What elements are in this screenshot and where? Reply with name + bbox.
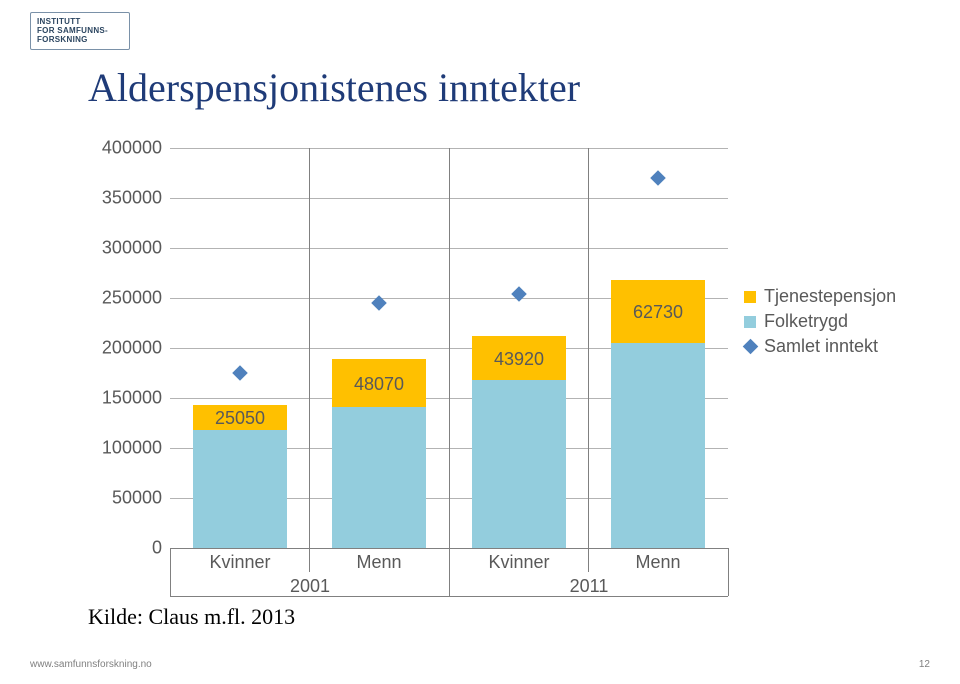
page-title: Alderspensjonistenes inntekter bbox=[88, 64, 580, 111]
y-tick: 200000 bbox=[102, 338, 162, 359]
source-text: Kilde: Claus m.fl. 2013 bbox=[88, 604, 295, 630]
bar-label: 43920 bbox=[472, 349, 566, 370]
legend-swatch bbox=[744, 291, 756, 303]
y-tick: 400000 bbox=[102, 138, 162, 159]
y-tick: 100000 bbox=[102, 438, 162, 459]
marker-samlet bbox=[232, 365, 248, 381]
group-divider bbox=[449, 148, 450, 596]
y-tick: 250000 bbox=[102, 288, 162, 309]
logo-line3: FORSKNING bbox=[37, 35, 123, 44]
legend: Tjenestepensjon Folketrygd Samlet inntek… bbox=[744, 286, 896, 361]
x-category: Menn bbox=[309, 552, 449, 573]
marker-samlet bbox=[511, 286, 527, 302]
legend-label: Samlet inntekt bbox=[764, 336, 878, 357]
legend-label: Folketrygd bbox=[764, 311, 848, 332]
x-group: 2011 bbox=[449, 576, 729, 597]
chart: 0 50000 100000 150000 200000 250000 3000… bbox=[88, 148, 728, 588]
legend-label: Tjenestepensjon bbox=[764, 286, 896, 307]
category-divider bbox=[309, 148, 310, 572]
seg-folketrygd bbox=[193, 430, 287, 548]
y-tick: 50000 bbox=[112, 488, 162, 509]
footer-page-number: 12 bbox=[919, 659, 930, 670]
x-frame bbox=[170, 548, 171, 596]
footer-url: www.samfunnsforskning.no bbox=[30, 659, 152, 670]
legend-marker-icon bbox=[743, 339, 759, 355]
legend-item-tjenestepensjon: Tjenestepensjon bbox=[744, 286, 896, 307]
category-divider bbox=[588, 148, 589, 572]
y-tick: 300000 bbox=[102, 238, 162, 259]
logo-line2: FOR SAMFUNNS- bbox=[37, 26, 123, 35]
x-category: Kvinner bbox=[170, 552, 310, 573]
slide: INSTITUTT FOR SAMFUNNS- FORSKNING Alders… bbox=[0, 0, 960, 684]
legend-item-samlet: Samlet inntekt bbox=[744, 336, 896, 357]
y-tick: 150000 bbox=[102, 388, 162, 409]
x-category: Menn bbox=[588, 552, 728, 573]
bar-label: 25050 bbox=[193, 408, 287, 429]
marker-samlet bbox=[650, 170, 666, 186]
bar-label: 48070 bbox=[332, 374, 426, 395]
x-frame bbox=[728, 548, 729, 596]
plot-area: 25050 48070 43920 62730 bbox=[170, 148, 728, 548]
y-tick: 0 bbox=[152, 538, 162, 559]
bar-label: 62730 bbox=[611, 302, 705, 323]
y-tick: 350000 bbox=[102, 188, 162, 209]
x-group: 2001 bbox=[170, 576, 450, 597]
x-frame bbox=[170, 596, 728, 597]
x-category: Kvinner bbox=[449, 552, 589, 573]
seg-folketrygd bbox=[332, 407, 426, 548]
legend-swatch bbox=[744, 316, 756, 328]
legend-item-folketrygd: Folketrygd bbox=[744, 311, 896, 332]
seg-folketrygd bbox=[472, 380, 566, 548]
logo-box: INSTITUTT FOR SAMFUNNS- FORSKNING bbox=[30, 12, 130, 50]
seg-folketrygd bbox=[611, 343, 705, 548]
y-axis: 0 50000 100000 150000 200000 250000 3000… bbox=[88, 148, 166, 548]
logo-line1: INSTITUTT bbox=[37, 17, 123, 26]
